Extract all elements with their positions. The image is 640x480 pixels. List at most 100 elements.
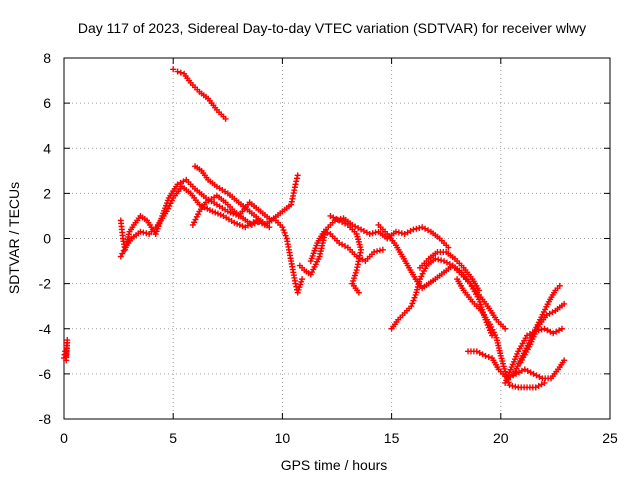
y-tick-label: 6 xyxy=(43,95,51,111)
x-tick-labels: 0 5 10 15 20 25 xyxy=(60,430,618,446)
data-point xyxy=(119,250,126,257)
data-point xyxy=(374,248,381,255)
x-axis-label: GPS time / hours xyxy=(281,457,388,473)
data-point xyxy=(409,300,416,307)
data-point xyxy=(209,208,216,215)
data-point xyxy=(416,224,423,231)
data-point xyxy=(217,211,224,218)
data-point xyxy=(292,280,299,287)
data-point xyxy=(299,276,306,283)
x-tick-label: 5 xyxy=(169,430,177,446)
data-point xyxy=(292,181,299,188)
data-point xyxy=(227,209,234,216)
chart-title: Day 117 of 2023, Sidereal Day-to-day VTE… xyxy=(78,20,586,36)
data-point xyxy=(281,229,288,236)
y-axis-label: SDTVAR / TECUs xyxy=(6,182,22,294)
data-point xyxy=(231,219,238,226)
series-track-c xyxy=(192,163,273,231)
series-track-g xyxy=(307,228,386,265)
series-track-b xyxy=(117,183,306,296)
data-point xyxy=(296,284,303,291)
series-early xyxy=(61,337,71,364)
data-point xyxy=(410,297,417,304)
data-point xyxy=(372,229,379,236)
data-point xyxy=(509,382,516,389)
y-tick-label: -8 xyxy=(39,411,52,427)
series-track-e xyxy=(170,66,229,122)
data-point xyxy=(257,217,264,224)
data-point xyxy=(320,228,327,235)
data-point xyxy=(506,382,513,389)
data-marks xyxy=(61,66,568,391)
data-point xyxy=(137,228,144,235)
data-point xyxy=(177,69,184,76)
data-point xyxy=(294,172,301,179)
data-point xyxy=(293,178,300,185)
x-tick-label: 10 xyxy=(275,430,291,446)
data-point xyxy=(279,224,286,231)
x-tick-label: 15 xyxy=(384,430,400,446)
data-point xyxy=(445,244,452,251)
data-point xyxy=(556,282,563,289)
data-point xyxy=(282,232,289,239)
y-tick-label: -2 xyxy=(39,276,52,292)
data-point xyxy=(222,115,229,122)
x-tick-label: 25 xyxy=(602,430,618,446)
data-point xyxy=(395,229,402,236)
data-point xyxy=(482,352,489,359)
data-point xyxy=(143,230,150,237)
series-track-k xyxy=(416,249,482,294)
data-point xyxy=(351,275,358,282)
data-point xyxy=(294,289,301,296)
data-point xyxy=(350,277,357,284)
data-point xyxy=(266,224,273,231)
data-point xyxy=(212,209,219,216)
data-point xyxy=(369,230,376,237)
y-tick-label: 0 xyxy=(43,231,51,247)
axis-ticks xyxy=(63,57,611,420)
data-point xyxy=(558,325,565,332)
data-point xyxy=(140,229,147,236)
data-point xyxy=(236,221,243,228)
y-tick-label: 4 xyxy=(43,140,51,156)
data-point xyxy=(174,68,181,75)
data-point xyxy=(224,208,231,215)
data-point xyxy=(432,255,439,262)
data-point xyxy=(214,210,221,217)
y-tick-label: 8 xyxy=(43,50,51,66)
series-track-p xyxy=(517,300,568,366)
data-point xyxy=(352,269,359,276)
data-point xyxy=(120,247,127,254)
data-point xyxy=(170,66,177,73)
data-point xyxy=(355,289,362,296)
data-point xyxy=(63,352,70,359)
series-track-h xyxy=(327,212,365,296)
data-point xyxy=(295,286,302,293)
data-point xyxy=(376,247,383,254)
x-tick-label: 20 xyxy=(493,430,509,446)
data-point xyxy=(502,325,509,332)
data-point xyxy=(485,353,492,360)
data-point xyxy=(324,229,331,236)
data-point xyxy=(366,230,373,237)
data-point xyxy=(541,379,548,386)
data-point xyxy=(379,246,386,253)
data-point xyxy=(561,357,568,364)
data-point xyxy=(413,225,420,232)
data-point xyxy=(117,253,124,260)
series-track-d xyxy=(189,192,264,228)
data-point xyxy=(293,175,300,182)
data-point xyxy=(234,220,241,227)
data-point xyxy=(408,303,415,310)
y-tick-label: 2 xyxy=(43,185,51,201)
data-point xyxy=(435,256,442,263)
data-point xyxy=(438,257,445,264)
x-tick-label: 0 xyxy=(60,430,68,446)
y-tick-label: -6 xyxy=(39,366,52,382)
y-tick-labels: -8 -6 -4 -2 0 2 4 6 8 xyxy=(39,50,52,427)
data-point xyxy=(298,278,305,285)
data-point xyxy=(410,226,417,233)
data-point xyxy=(239,223,246,230)
data-point xyxy=(392,228,399,235)
